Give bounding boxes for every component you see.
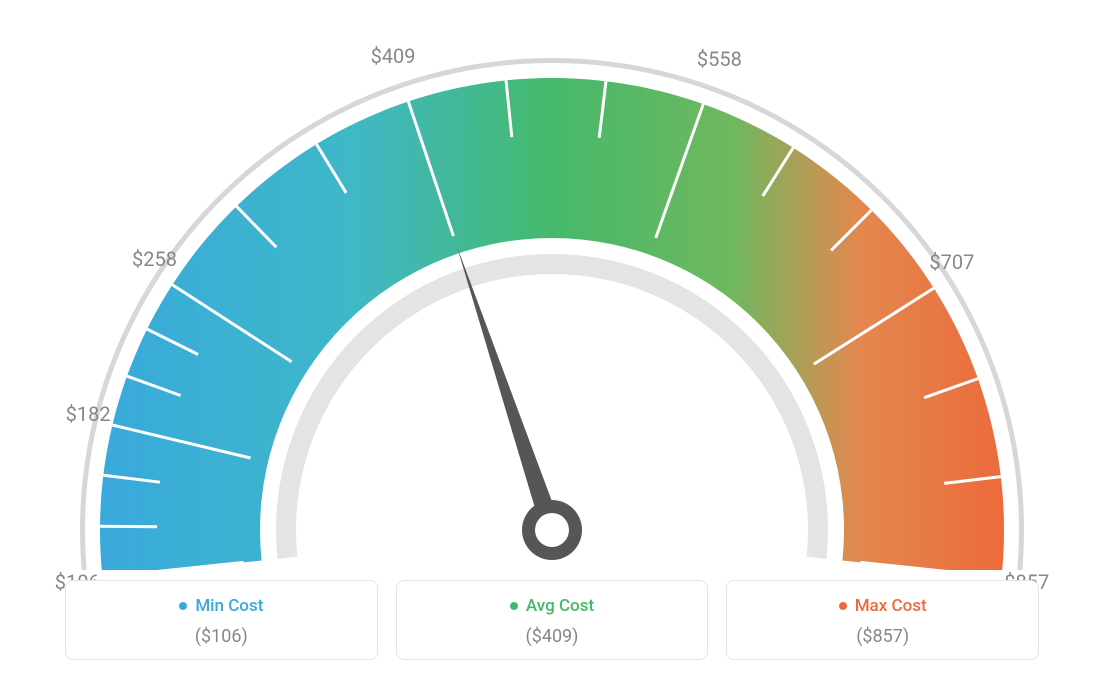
chart-container: $106$182$258$409$558$707$857 Min Cost ($… bbox=[0, 0, 1104, 690]
dot-icon bbox=[510, 602, 518, 610]
legend-label-min: Min Cost bbox=[179, 596, 263, 616]
legend-row: Min Cost ($106) Avg Cost ($409) Max Cost… bbox=[65, 580, 1039, 660]
gauge-tick-label: $707 bbox=[929, 250, 974, 274]
legend-card-avg: Avg Cost ($409) bbox=[396, 580, 709, 660]
gauge-tick-label: $258 bbox=[132, 247, 177, 271]
gauge-tick-label: $558 bbox=[697, 47, 742, 71]
legend-label-text: Max Cost bbox=[855, 596, 927, 616]
legend-label-max: Max Cost bbox=[839, 596, 927, 616]
gauge-chart: $106$182$258$409$558$707$857 bbox=[0, 0, 1104, 570]
legend-value-min: ($106) bbox=[76, 626, 367, 647]
gauge-tick-label: $182 bbox=[66, 402, 111, 426]
legend-value-max: ($857) bbox=[737, 626, 1028, 647]
legend-label-text: Avg Cost bbox=[526, 596, 594, 616]
gauge-tick-label: $409 bbox=[371, 44, 416, 68]
legend-card-min: Min Cost ($106) bbox=[65, 580, 378, 660]
dot-icon bbox=[839, 602, 847, 610]
dot-icon bbox=[179, 602, 187, 610]
legend-value-avg: ($409) bbox=[407, 626, 698, 647]
legend-label-text: Min Cost bbox=[195, 596, 263, 616]
legend-label-avg: Avg Cost bbox=[510, 596, 594, 616]
legend-card-max: Max Cost ($857) bbox=[726, 580, 1039, 660]
